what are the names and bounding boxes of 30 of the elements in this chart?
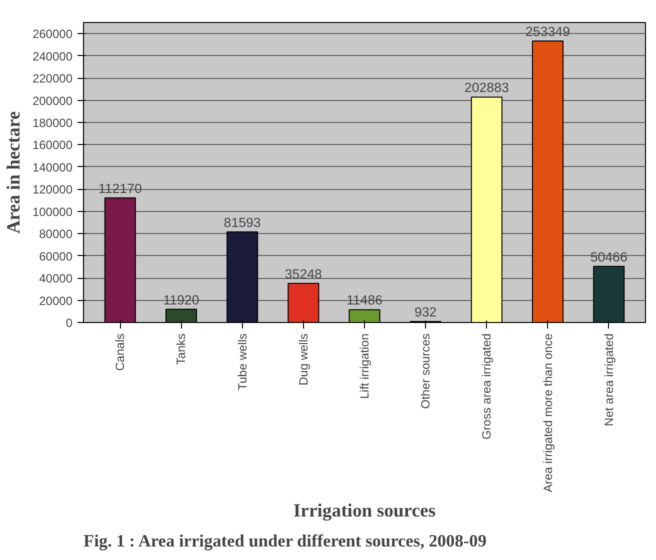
y-tick-label: 200000 [32,94,73,108]
x-tick-label: Canals [113,333,128,371]
y-tick-label: 180000 [32,116,73,130]
y-tick-label: 240000 [32,49,73,64]
y-tick-label: 80000 [39,227,73,242]
x-tick-label: Net area irrigated [602,333,616,426]
x-tick-label: Gross area irrigated [480,333,494,440]
y-tick-label: 60000 [39,249,73,264]
text: Fig. 1 : Area irrigated under different sources, 2008-09 [84,532,487,550]
y-tick-label: 260000 [32,27,73,42]
y-tick-label: 160000 [32,138,73,152]
y-tick-label: 40000 [39,272,73,286]
y-tick-label: 100000 [32,204,73,219]
y-tick-label: 220000 [32,72,73,86]
x-tick-label: Dug wells [296,333,310,386]
x-tick-label: Tanks [174,333,188,365]
data-label: 932 [414,304,437,320]
y-tick-label: 20000 [39,294,73,308]
x-tick-label: Other sources [418,333,433,409]
data-label: 35248 [284,266,322,282]
x-tick-label: Lift irrigation [358,333,372,399]
y-tick-label: 120000 [32,182,73,197]
x-axis-title: Irrigation sources [293,500,436,522]
x-tick-label: Tube wells [235,333,250,390]
y-axis-title: Area in hectare [3,111,24,234]
data-label: 202883 [464,80,509,96]
data-label: 81593 [224,214,261,230]
y-tick-label: 140000 [32,160,73,174]
y-tick-label: 0 [66,316,73,330]
x-tick-label: Area irrigated more than once [540,333,555,492]
